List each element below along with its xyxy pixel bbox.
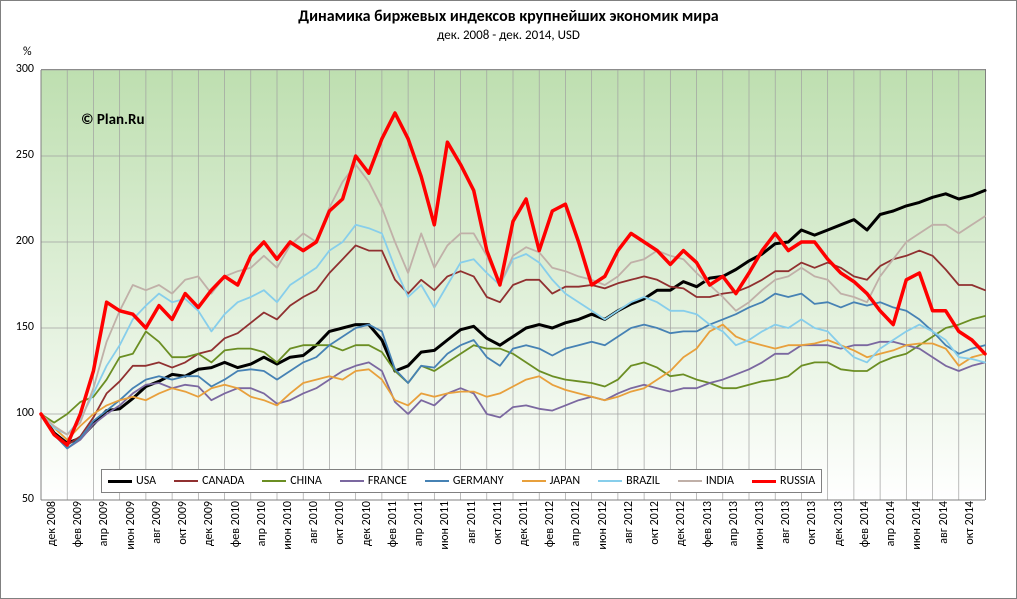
x-tick-label: окт 2010 <box>333 501 347 545</box>
legend-label: GERMANY <box>453 474 504 488</box>
legend-swatch <box>174 480 198 482</box>
x-tick-label: дек 2008 <box>45 501 59 546</box>
legend-item-china: CHINA <box>262 474 322 488</box>
x-tick-label: фев 2010 <box>229 501 243 547</box>
x-tick-label: дек 2013 <box>832 501 846 546</box>
title-block: Динамика биржевых индексов крупнейших эк… <box>1 7 1016 43</box>
legend-swatch <box>262 480 286 482</box>
x-tick-label: окт 2009 <box>176 501 190 545</box>
x-tick-label: дек 2009 <box>202 501 216 546</box>
y-axis-unit: % <box>23 45 32 59</box>
legend-swatch <box>340 480 364 482</box>
y-tick-label: 250 <box>16 148 34 162</box>
legend-swatch <box>108 480 132 483</box>
legend-label: CHINA <box>290 474 322 488</box>
x-tick-label: авг 2009 <box>150 501 164 544</box>
x-tick-label: апр 2014 <box>884 501 898 546</box>
x-tick-label: июн 2013 <box>753 501 767 550</box>
x-tick-label: авг 2012 <box>622 501 636 544</box>
legend-label: RUSSIA <box>780 474 815 488</box>
plot-svg <box>41 70 985 500</box>
x-tick-label: авг 2014 <box>937 501 951 544</box>
x-tick-label: фев 2014 <box>858 501 872 547</box>
x-tick-label: дек 2011 <box>517 501 531 546</box>
legend-swatch <box>425 480 449 482</box>
x-tick-label: авг 2013 <box>779 501 793 544</box>
x-tick-label: фев 2013 <box>701 501 715 547</box>
plot-area <box>41 69 986 500</box>
x-tick-label: июн 2012 <box>596 501 610 550</box>
y-tick-label: 50 <box>22 492 34 506</box>
x-tick-label: окт 2013 <box>805 501 819 545</box>
legend-swatch <box>678 480 702 482</box>
x-tick-label: дек 2012 <box>674 501 688 546</box>
x-tick-label: авг 2010 <box>307 501 321 544</box>
x-tick-label: июн 2014 <box>910 501 924 550</box>
y-tick-label: 100 <box>16 406 34 420</box>
x-tick-label: апр 2009 <box>97 501 111 546</box>
y-tick-label: 200 <box>16 234 34 248</box>
legend-item-france: FRANCE <box>340 474 407 488</box>
x-tick-label: июн 2010 <box>281 501 295 550</box>
legend-label: INDIA <box>706 474 734 488</box>
legend-swatch <box>752 480 776 483</box>
x-tick-label: апр 2012 <box>569 501 583 546</box>
y-tick-label: 300 <box>16 62 34 76</box>
legend-item-germany: GERMANY <box>425 474 504 488</box>
x-tick-label: авг 2011 <box>465 501 479 544</box>
x-tick-label: июн 2009 <box>124 501 138 550</box>
x-tick-label: окт 2014 <box>963 501 977 545</box>
legend-label: FRANCE <box>368 474 407 488</box>
x-tick-label: июн 2011 <box>438 501 452 550</box>
x-tick-label: окт 2012 <box>648 501 662 545</box>
legend-item-india: INDIA <box>678 474 734 488</box>
x-tick-label: дек 2010 <box>360 501 374 546</box>
x-tick-label: фев 2011 <box>386 501 400 547</box>
chart-container: Динамика биржевых индексов крупнейших эк… <box>0 0 1017 599</box>
legend-item-japan: JAPAN <box>522 474 581 488</box>
legend-item-brazil: BRAZIL <box>598 474 660 488</box>
attribution-label: © Plan.Ru <box>81 111 145 129</box>
x-tick-label: апр 2011 <box>412 501 426 546</box>
x-tick-label: фев 2012 <box>543 501 557 547</box>
legend-item-canada: CANADA <box>174 474 244 488</box>
legend-label: USA <box>136 474 156 488</box>
chart-title: Динамика биржевых индексов крупнейших эк… <box>1 7 1016 26</box>
x-tick-label: апр 2013 <box>727 501 741 546</box>
legend-label: BRAZIL <box>626 474 660 488</box>
y-tick-label: 150 <box>16 320 34 334</box>
legend-swatch <box>522 480 546 482</box>
legend-label: CANADA <box>202 474 244 488</box>
legend-item-russia: RUSSIA <box>752 474 815 488</box>
x-tick-label: окт 2011 <box>491 501 505 545</box>
legend: USA CANADA CHINA FRANCE GERMANY JAPAN BRAZIL IN… <box>101 469 822 493</box>
legend-item-usa: USA <box>108 474 156 488</box>
x-tick-label: фев 2009 <box>71 501 85 547</box>
x-axis-ticks: дек 2008 фев 2009 апр 2009 июн 2009 авг 2009… <box>41 501 985 593</box>
x-tick-label: апр 2010 <box>255 501 269 546</box>
chart-subtitle: дек. 2008 - дек. 2014, USD <box>1 28 1016 43</box>
legend-label: JAPAN <box>550 474 581 488</box>
legend-swatch <box>598 480 622 482</box>
